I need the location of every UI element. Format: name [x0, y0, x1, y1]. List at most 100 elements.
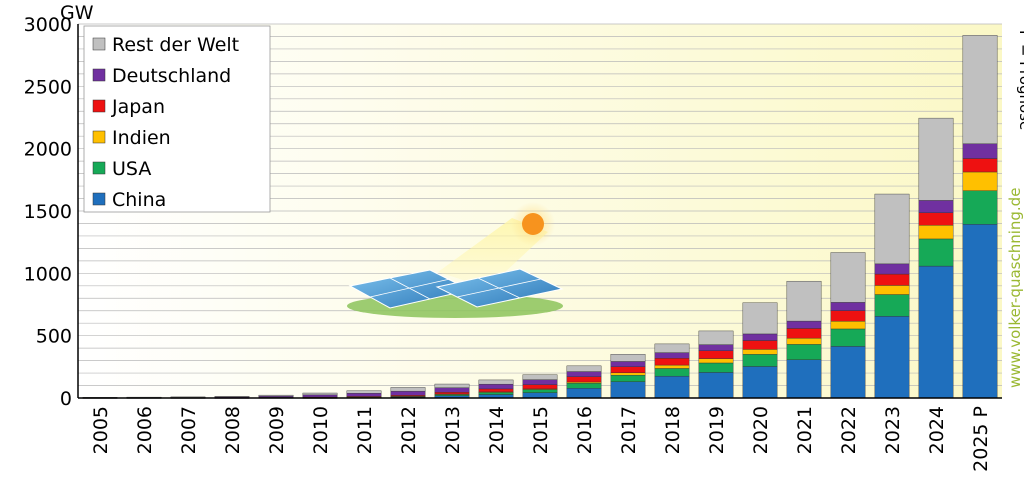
bar-china-2022 — [830, 346, 866, 399]
bar-rest-der-welt-2021 — [786, 280, 822, 322]
bar-rest-der-welt-2015 — [522, 374, 558, 380]
x-tick-label: 2008 — [222, 406, 244, 454]
y-tick-label: 2000 — [24, 139, 72, 161]
bar-usa-2021 — [786, 344, 822, 360]
bar-rest-der-welt-2017 — [610, 354, 646, 362]
bar-rest-der-welt-2018 — [654, 343, 690, 353]
bar-deutschland-2024 — [918, 200, 954, 213]
bar-deutschland-2015 — [522, 379, 558, 385]
x-tick-label: 2010 — [310, 406, 332, 454]
bar-rest-der-welt-2022 — [830, 252, 866, 303]
y-axis-unit: GW — [60, 2, 94, 24]
bar-deutschland-2025-p — [962, 143, 998, 159]
bar-china-2016 — [566, 388, 602, 399]
y-tick-label: 1500 — [24, 201, 72, 223]
bar-indien-2023 — [874, 285, 910, 295]
bar-deutschland-2013 — [434, 387, 470, 393]
x-tick-label: 2007 — [178, 406, 200, 454]
bar-usa-2024 — [918, 238, 954, 267]
y-tick-label: 0 — [60, 388, 72, 410]
bar-china-2020 — [742, 366, 778, 399]
x-tick-label: 2016 — [574, 406, 596, 454]
bar-china-2017 — [610, 381, 646, 399]
x-tick-label: 2009 — [266, 406, 288, 454]
bar-deutschland-2011 — [346, 393, 382, 397]
legend-swatch-china — [92, 192, 106, 206]
bar-rest-der-welt-2019 — [698, 330, 734, 345]
prognose-note: P = Prognose — [1016, 30, 1024, 130]
bar-indien-2022 — [830, 321, 866, 330]
legend-swatch-rest-der-welt — [92, 37, 106, 51]
legend-label-indien: Indien — [112, 127, 171, 149]
bar-deutschland-2010 — [302, 394, 338, 398]
x-tick-labels: 2005 2006 2007 2008 2009 2010 2011 2012 2013 2014… — [90, 406, 992, 472]
legend: Rest der Welt Deutschland Japan Indien USA Ch… — [83, 25, 271, 213]
bar-deutschland-2019 — [698, 344, 734, 351]
y-tick-label: 500 — [36, 326, 72, 348]
x-tick-label: 2022 — [838, 406, 860, 454]
bar-japan-2025-p — [962, 158, 998, 173]
bar-rest-der-welt-2011 — [346, 390, 382, 394]
x-tick-label: 2014 — [486, 406, 508, 454]
bar-rest-der-welt-2009 — [258, 394, 294, 397]
bar-deutschland-2023 — [874, 263, 910, 275]
x-tick-label: 2019 — [706, 406, 728, 454]
bar-rest-der-welt-2020 — [742, 302, 778, 335]
bar-indien-2019 — [698, 358, 734, 364]
bar-rest-der-welt-2016 — [566, 365, 602, 372]
y-tick-label: 2500 — [24, 76, 72, 98]
bar-japan-2020 — [742, 340, 778, 350]
bar-usa-2017 — [610, 374, 646, 382]
bar-deutschland-2022 — [830, 302, 866, 311]
x-tick-label: 2018 — [662, 406, 684, 454]
bar-rest-der-welt-2013 — [434, 383, 470, 388]
solar-illustration — [347, 202, 564, 318]
x-tick-label: 2017 — [618, 406, 640, 454]
bar-japan-2022 — [830, 310, 866, 322]
bar-japan-2023 — [874, 273, 910, 286]
bar-japan-2015 — [522, 384, 558, 390]
x-tick-label: 2011 — [354, 406, 376, 454]
bar-deutschland-2016 — [566, 371, 602, 377]
bar-japan-2018 — [654, 358, 690, 366]
bar-china-2023 — [874, 316, 910, 399]
bar-rest-der-welt-2012 — [390, 387, 426, 392]
bar-china-2024 — [918, 265, 954, 399]
bar-rest-der-welt-2008 — [214, 396, 250, 398]
legend-swatch-deutschland — [92, 68, 106, 82]
y-tick-label: 1000 — [24, 263, 72, 285]
bar-usa-2018 — [654, 368, 690, 377]
bar-deutschland-2018 — [654, 352, 690, 359]
bar-deutschland-2012 — [390, 390, 426, 396]
legend-label-china: China — [112, 189, 166, 211]
bar-china-2021 — [786, 359, 822, 399]
x-tick-label: 2006 — [134, 406, 156, 454]
y-tick-label: 3000 — [24, 14, 72, 36]
bar-japan-2019 — [698, 350, 734, 359]
bar-china-2019 — [698, 372, 734, 399]
bar-usa-2022 — [830, 328, 866, 347]
legend-label-deutschland: Deutschland — [112, 65, 231, 87]
x-tick-label: 2015 — [530, 406, 552, 454]
bar-indien-2021 — [786, 337, 822, 345]
sun-icon — [522, 213, 544, 235]
bar-china-2025-p — [962, 224, 998, 399]
x-tick-label: 2021 — [794, 406, 816, 454]
bar-japan-2016 — [566, 376, 602, 383]
bar-usa-2019 — [698, 362, 734, 373]
bar-japan-2014 — [478, 388, 514, 393]
bar-japan-2021 — [786, 328, 822, 339]
bar-rest-der-welt-2023 — [874, 193, 910, 265]
x-tick-label: 2023 — [882, 406, 904, 454]
bar-indien-2024 — [918, 225, 954, 240]
legend-label-rest-der-welt: Rest der Welt — [112, 34, 239, 56]
bar-rest-der-welt-2025-p — [962, 35, 998, 145]
bar-indien-2018 — [654, 364, 690, 369]
bar-china-2018 — [654, 375, 690, 399]
bar-deutschland-2017 — [610, 361, 646, 367]
legend-label-usa: USA — [112, 158, 151, 180]
bar-deutschland-2021 — [786, 320, 822, 329]
bar-rest-der-welt-2024 — [918, 117, 954, 201]
